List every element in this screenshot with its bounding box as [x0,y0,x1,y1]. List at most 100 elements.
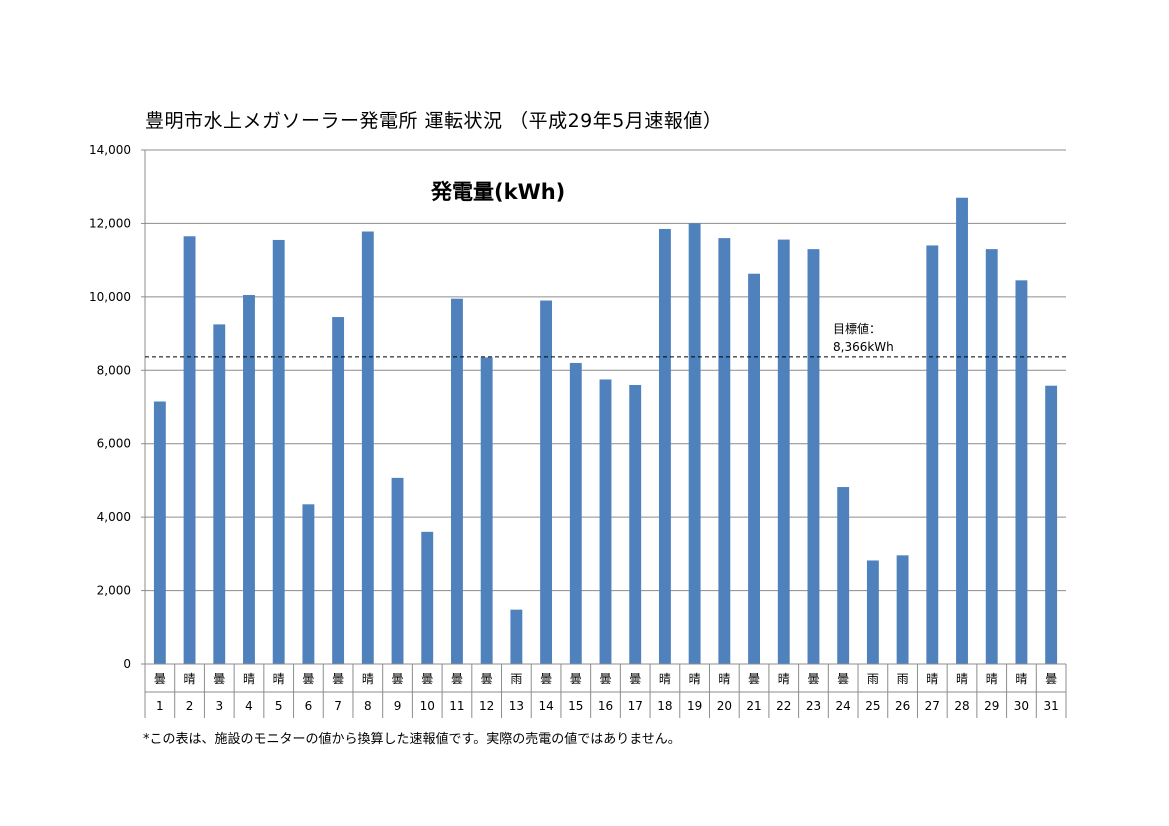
x-tick-label: 17 [628,699,643,713]
bar [926,245,939,664]
bar [361,231,374,664]
y-tick-label: 6,000 [97,437,131,451]
x-tick-label: 16 [598,699,613,713]
bar [213,324,226,664]
y-tick-label: 12,000 [89,216,131,230]
bar [718,238,731,664]
x-tick-label: 4 [245,699,253,713]
y-tick-label: 2,000 [97,584,131,598]
x-tick-label: 25 [865,699,880,713]
weather-label: 晴 [986,672,998,686]
x-tick-label: 2 [186,699,194,713]
weather-label: 曇 [570,672,582,686]
weather-label: 曇 [302,672,314,686]
bar [866,560,879,664]
x-tick-label: 28 [954,699,969,713]
bar [658,228,671,664]
x-tick-label: 31 [1044,699,1059,713]
x-tick-label: 24 [836,699,851,713]
weather-label: 曇 [599,672,611,686]
x-tick-label: 27 [925,699,940,713]
bar [391,477,404,664]
weather-label: 晴 [184,672,196,686]
x-tick-label: 21 [746,699,761,713]
chart-title: 豊明市水上メガソーラー発電所 運転状況 （平成29年5月速報値） [145,110,723,132]
bar [421,531,434,664]
y-tick-label: 8,000 [97,363,131,377]
chart-subtitle: 発電量(kWh) [430,180,565,204]
x-tick-label: 23 [806,699,821,713]
weather-label: 晴 [273,672,285,686]
weather-day-table: 曇 1 晴 2 曇 3 晴 4 晴 5 曇 6 曇 7 晴 8 曇 9 曇 10 曇 11 曇 12 雨 13 曇 14 曇 15 曇 16 曇… [144,663,1067,718]
bar [837,487,850,664]
bar [243,295,255,664]
x-tick-label: 7 [334,699,342,713]
x-tick-label: 20 [717,699,732,713]
x-tick-label: 8 [364,699,372,713]
x-tick-label: 3 [215,699,223,713]
target-value-label: 8,366kWh [833,340,894,354]
weather-label: 雨 [510,672,522,686]
weather-label: 晴 [689,672,701,686]
bar [896,555,909,664]
weather-label: 曇 [421,672,433,686]
weather-label: 晴 [718,672,730,686]
x-tick-label: 5 [275,699,283,713]
weather-label: 晴 [1015,672,1027,686]
x-tick-label: 12 [479,699,494,713]
bar [153,401,166,664]
weather-label: 曇 [481,672,493,686]
bar [272,239,285,664]
x-tick-label: 14 [538,699,553,713]
weather-label: 曇 [748,672,760,686]
weather-label: 曇 [807,672,819,686]
weather-label: 曇 [629,672,641,686]
weather-label: 曇 [213,672,225,686]
y-axis-ticks: 0 2,000 4,000 6,000 8,000 10,000 12,000 14,000 [89,143,131,671]
x-tick-label: 29 [984,699,999,713]
x-tick-label: 15 [568,699,583,713]
weather-label: 曇 [332,672,344,686]
x-tick-label: 10 [420,699,435,713]
weather-label: 晴 [659,672,671,686]
bar [569,362,582,664]
weather-label: 晴 [778,672,790,686]
bar [956,197,968,664]
weather-label: 雨 [867,672,879,686]
bar [302,504,315,664]
bar [688,223,701,664]
bar [629,384,642,664]
weather-label: 晴 [926,672,938,686]
bar [332,317,345,664]
bar [183,236,196,664]
x-tick-label: 6 [305,699,313,713]
y-tick-label: 0 [123,657,131,671]
weather-label: 雨 [897,672,909,686]
bar [451,298,463,664]
bar [510,609,523,664]
chart-note: *この表は、施設のモニターの値から換算した速報値です。実際の売電の値ではありませ… [143,732,681,747]
x-tick-label: 1 [156,699,164,713]
bar [1015,280,1028,664]
x-tick-label: 9 [394,699,402,713]
bar [777,239,790,664]
weather-label: 晴 [243,672,255,686]
weather-label: 晴 [362,672,374,686]
x-tick-label: 30 [1014,699,1029,713]
bars [153,197,1058,664]
bar [599,379,612,664]
x-tick-label: 19 [687,699,702,713]
bar [480,357,493,664]
weather-label: 曇 [1045,672,1057,686]
y-tick-label: 10,000 [89,290,131,304]
x-tick-label: 11 [449,699,464,713]
bar [985,249,998,664]
target-label: 目標値： [833,321,881,336]
bar [807,249,820,664]
weather-label: 曇 [837,672,849,686]
y-tick-label: 14,000 [89,143,131,157]
bar [1045,385,1058,664]
x-tick-label: 22 [776,699,791,713]
x-tick-label: 13 [509,699,524,713]
